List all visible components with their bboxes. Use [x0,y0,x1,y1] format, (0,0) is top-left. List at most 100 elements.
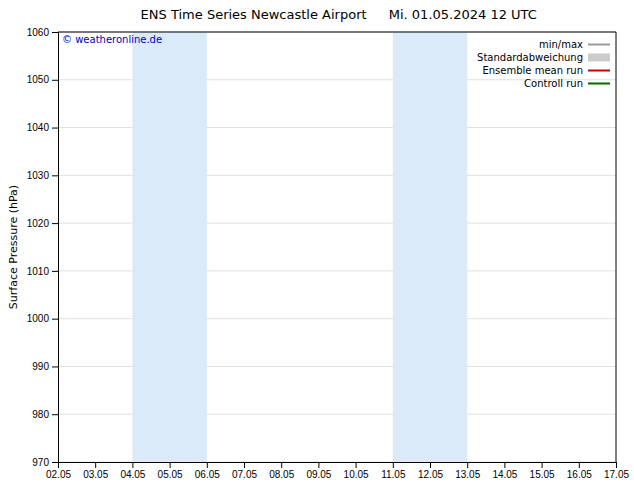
y-tick: 1030 [27,170,58,181]
y-axis-line [52,33,59,463]
x-axis: 02.05 03.05 04.05 05.05 06.05 07.05 08.05 09.05… [46,462,629,480]
x-tick-label: 17.05 [604,469,629,480]
shaded-region [393,32,467,462]
y-tick-label: 970 [32,457,49,468]
x-tick-mark [393,462,394,468]
x-tick: 05.05 [158,462,183,480]
x-tick-mark [244,462,245,468]
chart: 970 980 990 1000 1010 1020 1030 1040 1050 1060 02.… [0,0,634,490]
title: ENS Time Series Newcastle Airport [141,7,367,22]
legend-label: min/max [539,39,583,50]
x-tick: 06.05 [195,462,220,480]
legend-label: Ensemble mean run [482,65,583,76]
x-tick: 02.05 [46,462,71,480]
y-tick-mark [52,128,58,129]
y-tick: 990 [32,361,58,372]
legend-swatch [588,70,610,72]
y-axis: 970 980 990 1000 1010 1020 1030 1040 1050 1060 [27,27,59,468]
x-tick: 14.05 [492,462,517,480]
x-tick-label: 08.05 [269,469,294,480]
x-tick: 10.05 [344,462,369,480]
x-tick-mark [132,462,133,468]
x-tick-mark [356,462,357,468]
y-tick-label: 1000 [27,313,50,324]
x-tick-label: 16.05 [567,469,592,480]
x-tick-label: 02.05 [46,469,71,480]
y-tick: 970 [32,457,58,468]
x-tick-label: 10.05 [344,469,369,480]
y-tick: 1020 [27,218,58,229]
y-tick-label: 1010 [27,266,50,277]
x-tick: 03.05 [83,462,108,480]
x-tick-label: 11.05 [381,469,406,480]
x-tick: 09.05 [306,462,331,480]
legend-label: Standardabweichung [477,52,583,63]
y-tick: 1060 [27,27,58,38]
y-tick-label: 1060 [27,27,50,38]
y-tick-mark [52,462,58,463]
y-tick-label: 1030 [27,170,50,181]
y-tick-label: 980 [32,409,49,420]
y-tick-mark [52,175,58,176]
subtitle: Mi. 01.05.2024 12 UTC [389,7,537,22]
x-tick-mark [542,462,543,468]
x-tick: 08.05 [269,462,294,480]
shaded-region [132,32,206,462]
x-tick-mark [616,462,617,468]
plot-area [132,32,467,462]
y-tick-label: 1050 [27,74,50,85]
y-tick-mark [52,80,58,81]
x-tick-label: 12.05 [418,469,443,480]
grid-line [58,32,616,33]
grid [58,32,616,462]
x-tick-mark [170,462,171,468]
y-tick: 1050 [27,74,58,85]
x-tick: 07.05 [232,462,257,480]
y-tick-mark [52,319,58,320]
y-tick-mark [52,223,58,224]
x-tick-label: 04.05 [120,469,145,480]
y-tick-label: 1040 [27,122,50,133]
y-tick-mark [52,414,58,415]
x-tick-label: 13.05 [455,469,480,480]
annotation: © weatheronline.de [62,34,162,45]
y-tick-label: 990 [32,361,49,372]
x-tick-label: 07.05 [232,469,257,480]
x-tick-label: 09.05 [306,469,331,480]
x-tick-label: 03.05 [83,469,108,480]
x-tick: 15.05 [530,462,555,480]
legend-item: min/max [539,39,610,50]
legend-item: Controll run [524,78,610,89]
x-tick-mark [579,462,580,468]
x-tick: 13.05 [455,462,480,480]
x-axis-line [59,463,617,469]
x-tick: 16.05 [567,462,592,480]
x-tick-mark [318,462,319,468]
legend: min/max Standardabweichung Ensemble mean r… [477,39,610,89]
legend-swatch [588,83,610,85]
x-tick: 12.05 [418,462,443,480]
y-tick: 1010 [27,266,58,277]
x-tick-mark [95,462,96,468]
y-tick-mark [52,271,58,272]
x-tick-mark [281,462,282,468]
frame-top [58,32,616,33]
x-tick-label: 15.05 [530,469,555,480]
x-tick-mark [207,462,208,468]
y-tick: 1000 [27,313,58,324]
legend-swatch [588,54,610,62]
legend-swatch [588,44,610,46]
frame-right [616,32,617,462]
x-tick-label: 05.05 [158,469,183,480]
legend-item: Standardabweichung [477,52,610,63]
y-tick-mark [52,32,58,33]
x-tick-label: 06.05 [195,469,220,480]
x-tick: 17.05 [604,462,629,480]
x-tick-mark [58,462,59,468]
x-tick-mark [467,462,468,468]
x-tick: 04.05 [120,462,145,480]
legend-label: Controll run [524,78,583,89]
legend-item: Ensemble mean run [482,65,610,76]
y-tick: 1040 [27,122,58,133]
y-axis-title: Surface Pressure (hPa) [7,185,20,309]
